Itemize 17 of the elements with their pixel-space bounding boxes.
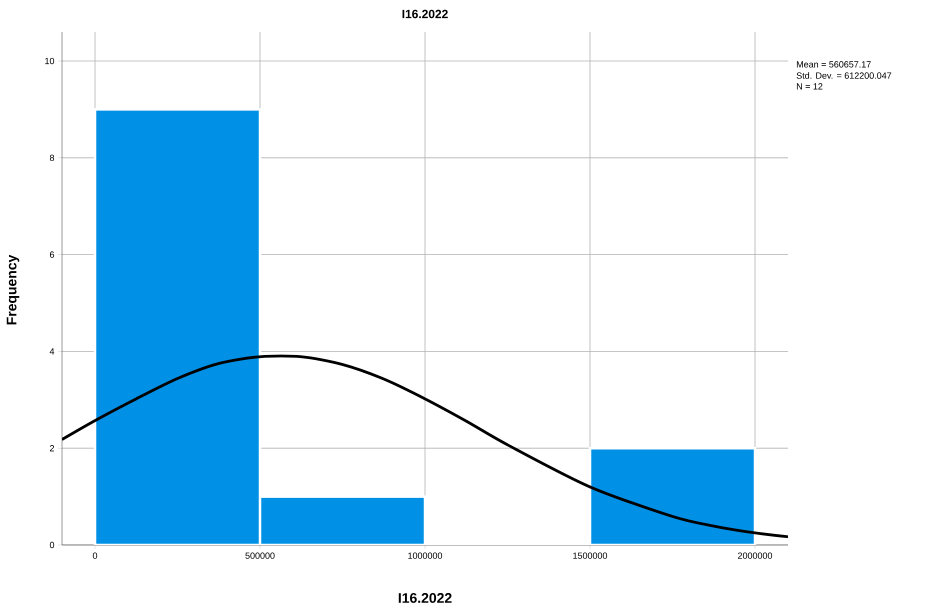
text: Std. Dev. = 612200.047	[796, 72, 892, 79]
y-tick-label: 6	[50, 251, 54, 258]
y-axis-title: Frequency	[6, 254, 20, 324]
chart-title: I16.2022	[402, 10, 448, 18]
y-tick-label: 0	[50, 542, 54, 548]
x-tick-label: 2000000	[738, 552, 772, 559]
x-axis-title: I16.2022	[398, 593, 452, 603]
x-tick-label: 500000	[245, 552, 275, 559]
y-tick-label: 8	[50, 154, 54, 161]
x-tick-label: 0	[92, 552, 98, 559]
y-tick-label: 4	[50, 348, 54, 354]
text: Mean = 560657.17	[796, 61, 871, 68]
y-tick-label: 2	[50, 445, 54, 452]
x-tick-label: 1000000	[408, 552, 442, 559]
text: N = 12	[796, 83, 822, 90]
y-tick-label: 10	[45, 58, 54, 64]
x-tick-label: 1500000	[573, 552, 608, 559]
